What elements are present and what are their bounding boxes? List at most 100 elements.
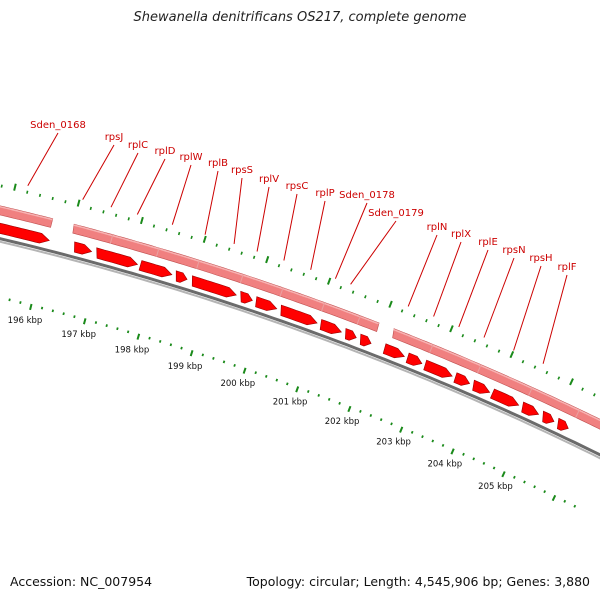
leader-line (542, 274, 568, 364)
inner-tick (222, 360, 226, 364)
leader-line (204, 170, 219, 235)
inner-tick (51, 309, 55, 313)
outer-tick (473, 339, 477, 343)
scale-label: 204 kbp (427, 459, 462, 469)
gene-label: rplB (208, 158, 228, 169)
gene-arrow (423, 359, 453, 378)
outer-tick (177, 231, 181, 236)
inner-tick (254, 371, 257, 375)
outer-tick (127, 217, 130, 221)
gene-label: rplV (259, 174, 279, 185)
cds-divider (196, 260, 200, 269)
inner-tick (105, 324, 108, 328)
outer-tick (400, 309, 404, 313)
leader-line (407, 234, 438, 307)
gene-label: rpsN (502, 245, 525, 256)
inner-tick-layer (8, 298, 577, 508)
gene-arrow-layer (0, 222, 569, 431)
gene-arrow (255, 296, 278, 311)
inner-tick (551, 494, 557, 502)
gene-arrow (521, 401, 540, 416)
outer-tick (364, 295, 367, 299)
outer-tick (521, 360, 525, 364)
gene-label: rplC (128, 140, 148, 151)
inner-tick (148, 336, 151, 340)
outer-tick (89, 206, 92, 211)
inner-tick (158, 340, 162, 343)
leader-line (82, 144, 115, 200)
inner-tick (523, 480, 526, 484)
leader-line (110, 152, 139, 208)
inner-tick (306, 390, 310, 394)
outer-tick (265, 255, 270, 264)
outer-tick (314, 276, 318, 281)
cds-divider (356, 315, 361, 325)
cds-band-highlight (73, 224, 379, 325)
outer-tick (581, 387, 584, 391)
gene-label: rpsS (231, 165, 253, 176)
gene-arrow (96, 247, 139, 268)
inner-tick (82, 318, 87, 325)
inner-tick (347, 405, 352, 413)
inner-tick (379, 418, 383, 422)
gene-arrow (74, 241, 93, 255)
outer-tick (139, 216, 144, 225)
leader-line (433, 241, 462, 317)
scale-label: 201 kbp (273, 398, 308, 408)
outer-tick (557, 376, 561, 380)
inner-tick (94, 321, 98, 325)
outer-tick (290, 268, 293, 272)
inner-tick (441, 443, 445, 447)
cds-divider (109, 234, 114, 244)
inner-tick (62, 312, 65, 316)
inner-tick (116, 327, 119, 331)
inner-tick (472, 457, 476, 461)
outer-tick (461, 333, 465, 338)
cds-divider (321, 302, 326, 312)
inner-tick (317, 393, 321, 397)
inner-tick (390, 422, 393, 426)
leader-line (136, 158, 166, 215)
inner-tick (492, 466, 496, 470)
inner-tick (482, 461, 486, 465)
outer-tick (38, 193, 42, 197)
scale-label-layer: 196 kbp 197 kbp 198 kbp 199 kbp 200 kbp 201 k… (8, 316, 513, 492)
inner-tick (501, 471, 506, 478)
outer-tick (51, 196, 54, 201)
outer-tick (13, 183, 17, 191)
inner-tick (201, 353, 205, 357)
gene-arrow (0, 222, 50, 244)
inner-tick (286, 382, 289, 386)
inner-tick (295, 386, 300, 393)
gene-arrow (280, 304, 318, 326)
gene-label: rplD (155, 146, 176, 157)
outer-tick (497, 349, 501, 353)
gene-label: rplW (179, 152, 202, 163)
cds-divider (279, 287, 284, 297)
gene-arrow (382, 343, 405, 359)
scale-label: 196 kbp (8, 316, 43, 326)
inner-tick (573, 504, 577, 508)
outer-tick (485, 344, 489, 348)
cds-divider (477, 364, 482, 374)
gene-label: rplF (558, 262, 577, 273)
outer-tick (114, 213, 118, 217)
scale-label: 200 kbp (220, 379, 255, 389)
inner-tick (275, 378, 279, 382)
inner-tick (327, 397, 331, 401)
scale-label: 202 kbp (325, 417, 360, 427)
leader-line-layer (27, 132, 568, 364)
scale-label: 205 kbp (478, 482, 513, 492)
cds-band (392, 328, 600, 430)
outer-tick (533, 365, 537, 369)
outer-tick (152, 224, 156, 228)
gene-label: Sden_0168 (30, 120, 86, 131)
backbone-line (0, 237, 600, 457)
inner-tick (359, 409, 362, 413)
inner-tick (212, 356, 215, 360)
outer-tick (545, 370, 549, 375)
inner-tick (338, 401, 341, 405)
inner-tick (136, 333, 141, 340)
outer-tick (351, 290, 355, 294)
map-title: Shewanella denitrificans OS217, complete… (133, 10, 467, 25)
